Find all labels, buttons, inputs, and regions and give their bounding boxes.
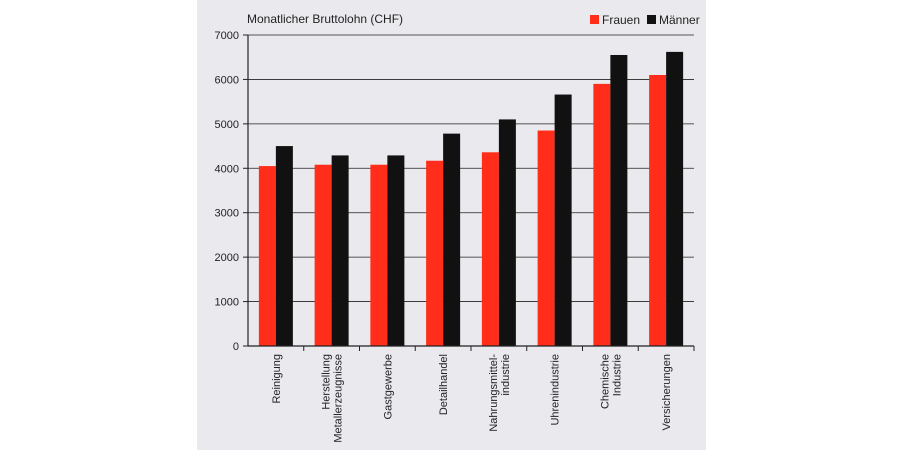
category-label-line: Versicherungen [661,354,673,430]
category-label: Detailhandel [438,354,450,415]
bar-maenner [331,155,349,346]
bar-frauen [314,164,332,346]
bar-frauen [481,152,499,346]
bar-frauen [537,130,555,346]
category-label-line: Herstellung [321,354,333,410]
bar-frauen [649,74,667,346]
y-tick-label: 1000 [215,297,239,309]
legend: Frauen Männer [590,13,700,27]
bar-frauen [593,83,611,346]
legend-swatch-frauen [590,15,599,24]
bar-maenner [387,155,405,346]
y-tick-label: 6000 [215,74,239,86]
category-label-line: Nahrungsmittel- [488,354,500,432]
bar-frauen [258,166,276,346]
category-label-line: Chemische [599,354,611,409]
y-tick-label: 4000 [215,163,239,175]
bar-maenner [610,54,628,346]
category-label-line: Uhrenindustrie [550,354,562,426]
category-label: Reinigung [271,354,283,404]
category-label-line: Reinigung [271,354,283,404]
bar-maenner [666,51,684,346]
bar-maenner [275,146,293,346]
category-label: Chemische Industrie [599,354,623,409]
category-label: Gastgewerbe [382,354,394,419]
category-label-line: Metallerzeugnisse [333,354,345,443]
category-label: Herstellung Metallerzeugnisse [321,354,345,443]
y-tick-label: 2000 [215,252,239,264]
legend-label-maenner: Männer [659,13,700,27]
bars [258,51,684,347]
bar-frauen [426,160,444,346]
y-tick-label: 5000 [215,119,239,131]
y-axis-title: Monatlicher Bruttolohn (CHF) [247,12,403,26]
legend-swatch-maenner [647,15,656,24]
category-label-line: Detailhandel [438,354,450,415]
category-label-line: industrie [500,354,512,396]
bar-maenner [554,94,572,346]
y-tick-label: 0 [233,341,239,353]
y-tick-label: 3000 [215,208,239,220]
category-label: Uhrenindustrie [550,354,562,426]
bar-maenner [443,133,461,346]
y-tick-label: 7000 [215,30,239,42]
category-label: Versicherungen [661,354,673,430]
bar-frauen [370,164,388,346]
category-label-line: Industrie [611,354,623,396]
y-axis: 0 1000 2000 3000 4000 5000 6000 7000 [215,30,249,353]
category-label: Nahrungsmittel-industrie [488,354,512,432]
x-axis: Reinigung Herstellung Metallerzeugnisse Gas… [248,345,695,443]
bar-maenner [498,119,516,347]
category-label-line: Gastgewerbe [382,354,394,419]
legend-label-frauen: Frauen [602,13,640,27]
